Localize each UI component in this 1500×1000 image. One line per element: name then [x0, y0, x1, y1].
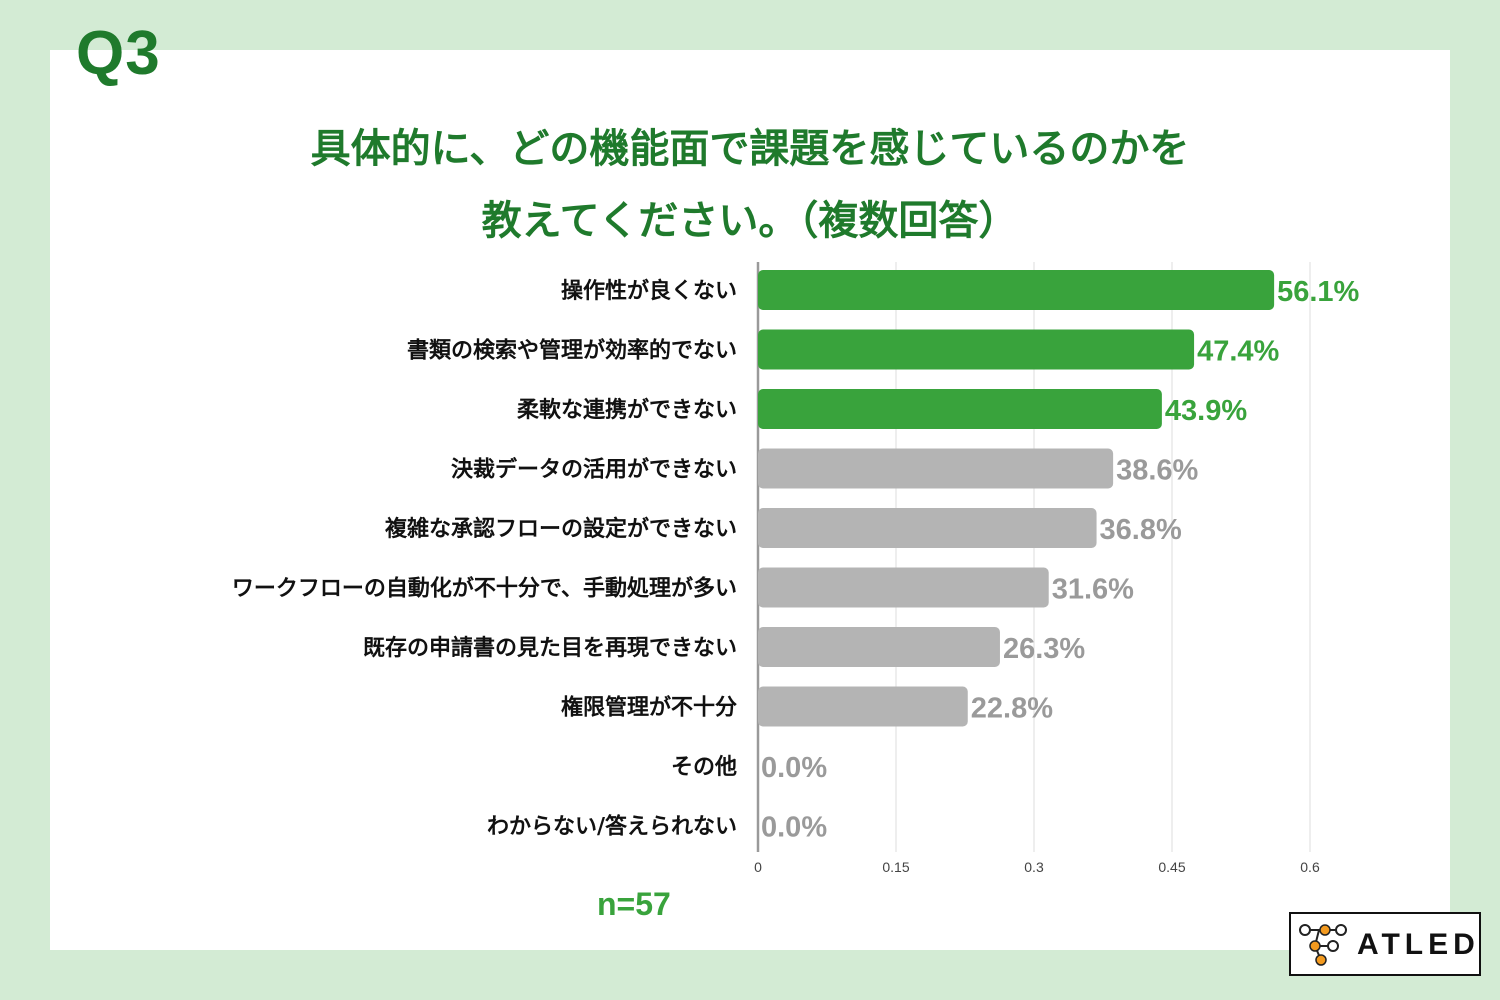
bar-chart: 0 0.15 0.3 0.45 0.6 操作性が良くない 56.1% 書類の検索や管理が効率的… [232, 262, 1360, 875]
category-label: 権限管理が不十分 [561, 695, 737, 721]
bar [758, 270, 1275, 310]
category-label: 操作性が良くない [561, 278, 737, 304]
x-tick-label: 0.3 [1024, 859, 1044, 875]
data-label: 36.8% [1100, 514, 1182, 546]
chart-panel [50, 50, 1450, 950]
sample-size-label: n=57 [597, 886, 671, 922]
category-label: わからない/答えられない [487, 814, 737, 840]
bar [758, 508, 1097, 548]
bar [758, 448, 1114, 489]
question-number: Q3 [76, 19, 161, 88]
logo-text: ATLED [1357, 928, 1480, 961]
atled-logo: ATLED [1289, 912, 1481, 976]
chart-title-line-1: 具体的に、どの機能面で課題を感じているのかを [310, 126, 1190, 172]
category-label: 決裁データの活用ができない [451, 457, 737, 483]
bars [758, 270, 1275, 727]
bar [758, 567, 1049, 608]
bar [758, 329, 1195, 370]
data-label: 47.4% [1197, 336, 1279, 368]
data-label: 22.8% [971, 693, 1053, 725]
x-tick-label: 0.15 [882, 859, 909, 875]
bar [758, 389, 1162, 429]
bar [758, 686, 968, 727]
data-label: 38.6% [1116, 455, 1198, 487]
chart-title-line-2: 教えてください。（複数回答） [481, 198, 1019, 244]
category-label: 柔軟な連携ができない [517, 397, 737, 423]
data-label: 43.9% [1165, 395, 1247, 427]
category-label: 複雑な承認フローの設定ができない [385, 516, 737, 542]
atled-logo-mark-icon [1299, 924, 1347, 966]
data-label: 26.3% [1003, 633, 1085, 665]
labels: 0 0.15 0.3 0.45 0.6 操作性が良くない 56.1% 書類の検索や管理が効率的… [232, 276, 1360, 875]
data-label: 56.1% [1277, 276, 1359, 308]
category-label: ワークフローの自動化が不十分で、手動処理が多い [232, 576, 737, 602]
bar [758, 627, 1000, 667]
category-label: 書類の検索や管理が効率的でない [407, 338, 737, 364]
category-label: その他 [671, 755, 737, 780]
x-tick-label: 0.6 [1300, 859, 1320, 875]
data-label: 0.0% [761, 812, 827, 844]
category-label: 既存の申請書の見た目を再現できない [363, 635, 737, 661]
x-tick-label: 0.45 [1158, 859, 1185, 875]
x-tick-label: 0 [754, 859, 762, 875]
data-label: 31.6% [1052, 574, 1134, 606]
data-label: 0.0% [761, 752, 827, 784]
